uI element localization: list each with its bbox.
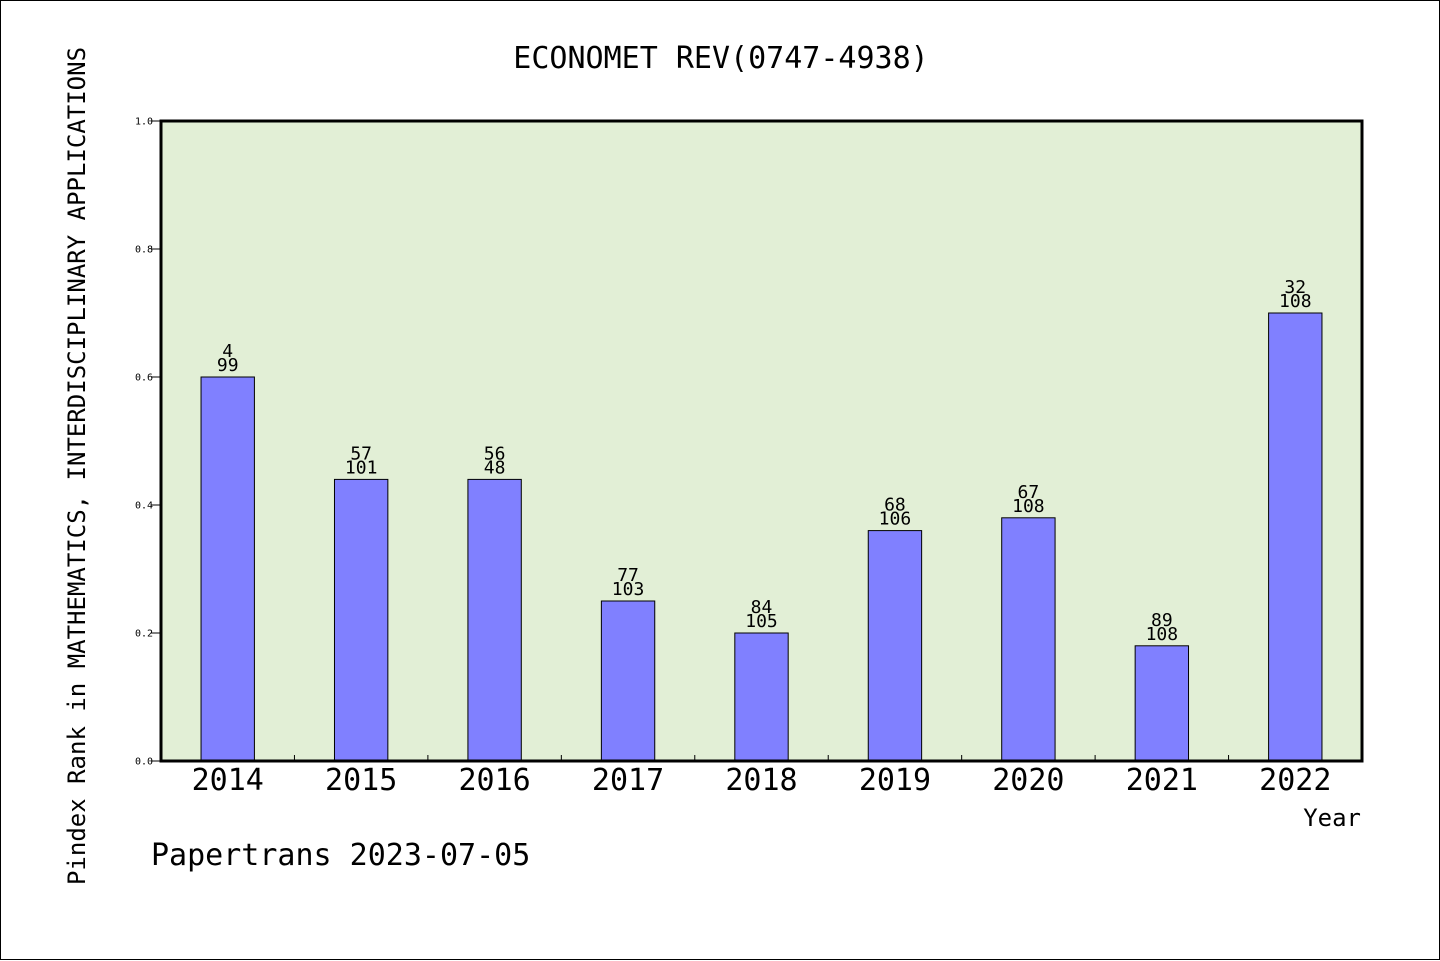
bar-total-label: 99 [217,355,239,376]
x-tick-label: 2018 [725,763,797,798]
y-axis-ticks: 0.0 0.2 0.4 0.6 0.8 1.0 [135,117,161,768]
plot-frame [159,119,1364,763]
y-tick-label: 0.4 [135,501,153,512]
bar-total-label: 48 [484,457,506,478]
x-tick-label: 2015 [325,763,397,798]
x-tick-label: 2020 [992,763,1064,798]
bar-total-label: 106 [879,509,912,530]
x-tick-label: 2019 [859,763,931,798]
bar [200,376,255,762]
bar-rank-label: 56 [484,443,506,464]
y-tick-label: 0.2 [135,629,153,640]
y-axis-label: Pindex Rank in MATHEMATICS, INTERDISCIPL… [63,47,91,885]
bar-labels: 4995710156487710384105681066710889108321… [217,277,1312,645]
bar-total-label: 108 [1279,291,1312,312]
x-tick-label: 2014 [192,763,264,798]
bar-rank-label: 68 [884,495,906,516]
bar-total-label: 108 [1146,624,1179,645]
y-tick-label: 0.6 [135,373,153,384]
bar-rank-label: 84 [751,597,773,618]
y-tick-label: 0.8 [135,245,153,256]
bar [734,632,789,762]
x-tick-label: 2021 [1126,763,1198,798]
bar [1001,517,1056,762]
bar [1134,645,1190,762]
bar-total-label: 103 [612,579,645,600]
bars [200,312,1323,762]
bar-rank-label: 57 [350,443,372,464]
bar-rank-label: 4 [222,341,233,362]
bar-rank-label: 77 [617,565,639,586]
bar-rank-label: 89 [1151,610,1173,631]
bar-total-label: 108 [1012,496,1045,517]
x-axis-ticks: 2014 2015 2016 2017 2018 2019 2020 2021 2022 [192,755,1331,798]
bar [1268,312,1323,762]
x-axis-label: Year [1303,804,1361,832]
chart-title: ECONOMET REV(0747-4938) [513,41,928,76]
x-tick-label: 2017 [592,763,664,798]
y-tick-label: 0.0 [135,757,153,768]
y-tick-label: 1.0 [135,117,153,128]
bar-total-label: 105 [745,611,778,632]
bar [867,530,923,762]
footer-credit: Papertrans 2023-07-05 [151,838,530,873]
bar-rank-label: 67 [1018,482,1040,503]
bar-rank-label: 32 [1284,277,1306,298]
bar [333,478,389,762]
x-tick-label: 2022 [1259,763,1331,798]
bar [600,600,656,762]
bar [467,478,522,762]
bar-total-label: 101 [345,457,378,478]
x-tick-label: 2016 [458,763,530,798]
